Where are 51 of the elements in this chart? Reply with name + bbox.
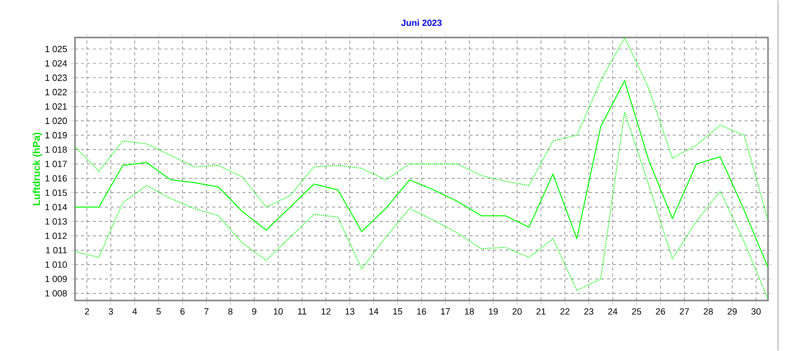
y-tick-label: 1 022 xyxy=(45,88,67,96)
y-tick-label: 1 020 xyxy=(45,118,67,124)
x-tick-label: 3 xyxy=(108,308,113,315)
x-tick-label: 29 xyxy=(728,308,737,315)
x-tick-label: 14 xyxy=(369,308,378,314)
y-tick-label: 1 021 xyxy=(45,103,67,110)
y-axis-title: Luftdruck (hPa) xyxy=(32,132,42,206)
x-tick-label: 6 xyxy=(180,308,185,315)
x-tick-label: 8 xyxy=(228,308,232,315)
x-tick-label: 4 xyxy=(132,308,137,314)
y-tick-label: 1 013 xyxy=(45,218,67,225)
x-tick-label: 11 xyxy=(298,308,306,314)
y-tick-label: 1 012 xyxy=(45,232,67,240)
line-series xyxy=(75,80,768,268)
x-tick-label: 30 xyxy=(751,308,761,315)
x-tick-label: 16 xyxy=(417,308,426,315)
x-tick-label: 27 xyxy=(680,308,689,315)
y-tick-label: 1 023 xyxy=(45,74,67,81)
y-tick-label: 1 014 xyxy=(45,204,67,210)
y-tick-label: 1 015 xyxy=(45,190,67,196)
chart-title: Juni 2023 xyxy=(401,19,442,26)
y-tick-label: 1 011 xyxy=(46,247,67,254)
x-tick-label: 18 xyxy=(465,308,474,315)
y-tick-label: 1 009 xyxy=(45,276,67,282)
x-tick-label: 9 xyxy=(252,308,256,315)
x-tick-label: 10 xyxy=(274,308,283,315)
x-tick-label: 25 xyxy=(632,308,642,315)
x-tick-label: 20 xyxy=(512,308,522,315)
x-tick-label: 24 xyxy=(608,308,618,315)
x-tick-label: 5 xyxy=(156,308,161,315)
x-tick-label: 21 xyxy=(536,308,546,315)
x-tick-label: 19 xyxy=(488,308,498,315)
x-tick-label: 22 xyxy=(560,308,570,315)
y-tick-label: 1 018 xyxy=(45,146,67,153)
y-tick-label: 1 017 xyxy=(45,160,67,168)
x-tick-label: 15 xyxy=(393,308,402,315)
y-tick-label: 1 008 xyxy=(45,290,67,296)
y-tick-label: 1 025 xyxy=(45,46,67,52)
x-tick-label: 7 xyxy=(204,308,208,314)
x-tick-label: 26 xyxy=(656,308,666,315)
y-tick-label: 1 019 xyxy=(45,132,67,138)
y-tick-label: 1 010 xyxy=(45,261,67,268)
x-tick-label: 17 xyxy=(441,308,450,314)
x-tick-label: 28 xyxy=(704,308,713,315)
x-tick-label: 13 xyxy=(346,308,354,315)
x-tick-label: 2 xyxy=(84,308,89,315)
x-tick-label: 12 xyxy=(322,308,330,315)
y-tick-label: 1 024 xyxy=(45,60,67,67)
line-series xyxy=(75,112,768,300)
y-tick-label: 1 016 xyxy=(45,175,67,182)
x-tick-label: 23 xyxy=(584,308,594,315)
